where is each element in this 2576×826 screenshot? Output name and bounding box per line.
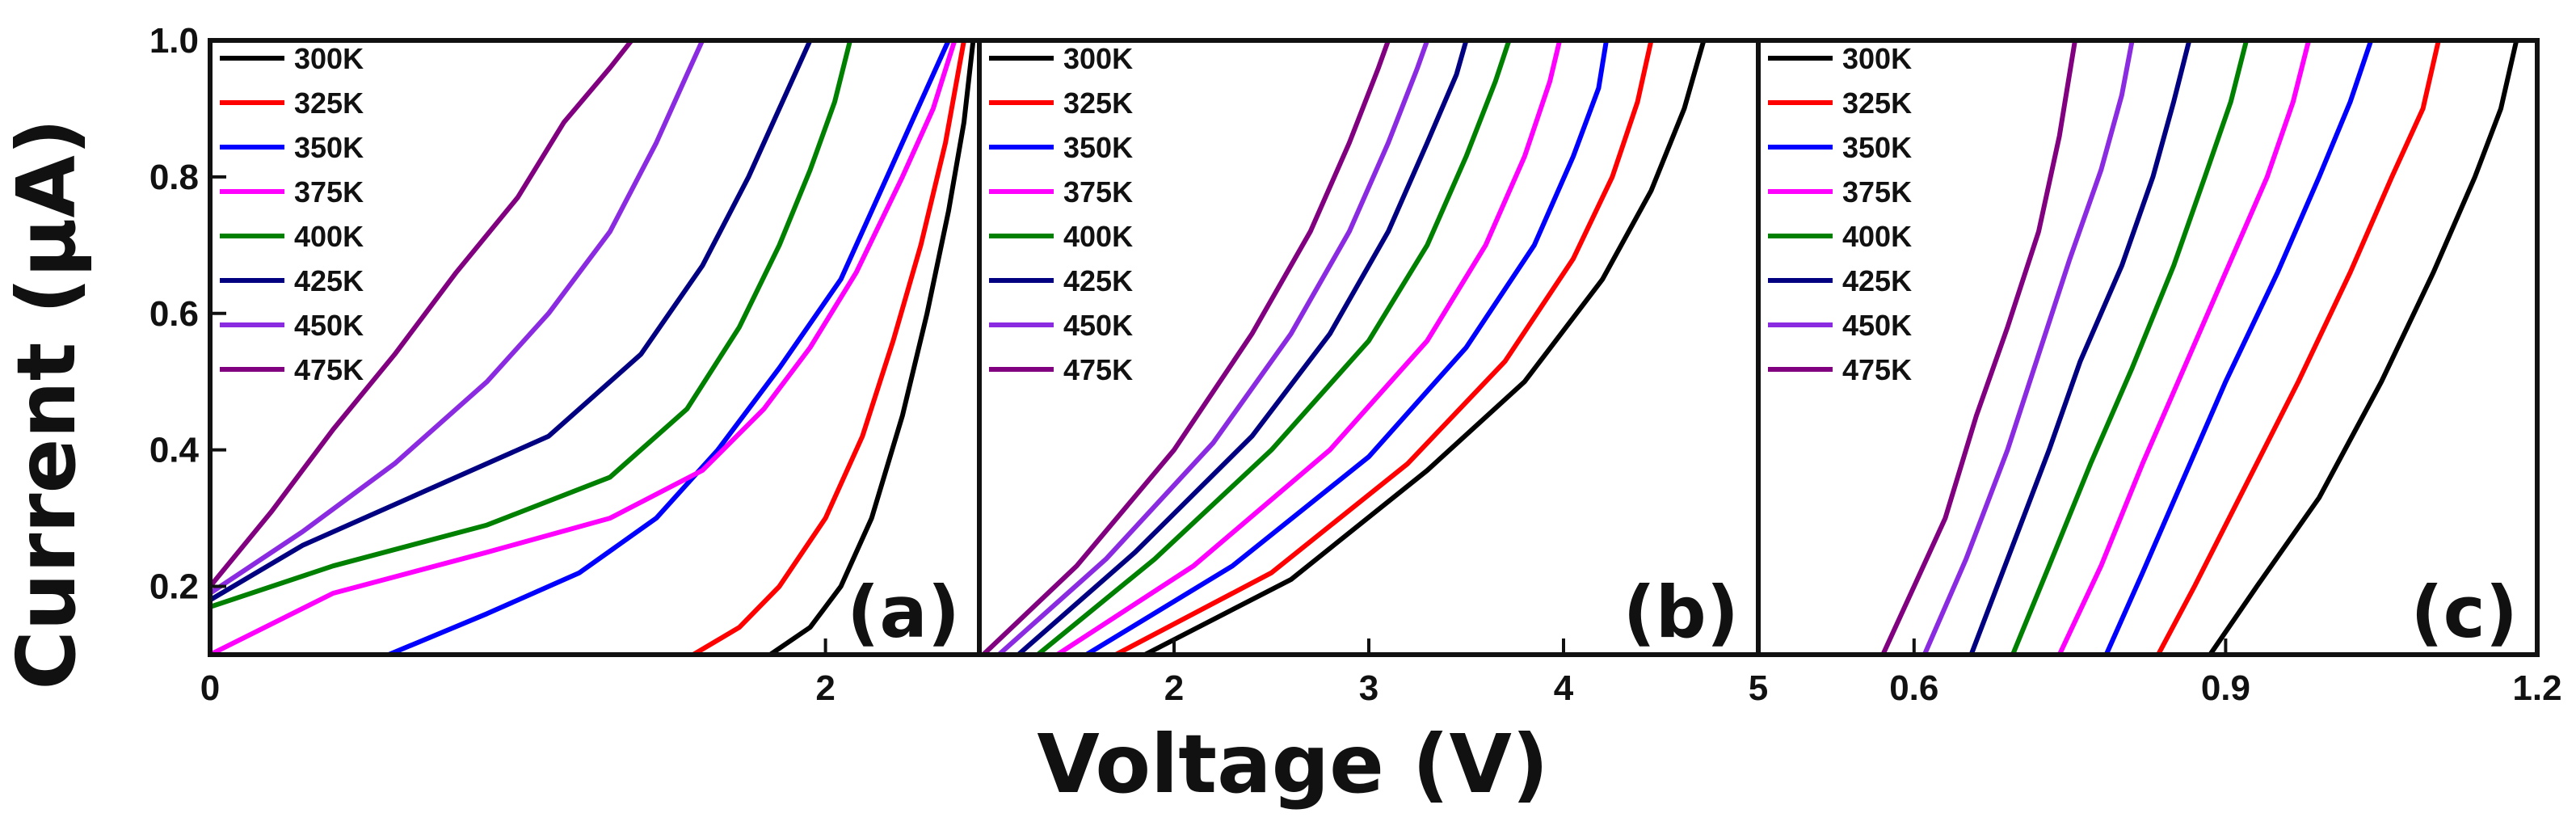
series-line-475K [980, 40, 1391, 655]
series-line-375K [210, 40, 958, 655]
series-line-350K [1084, 40, 1609, 655]
legend-label: 450K [1063, 309, 1133, 342]
y-tick-label: 0.4 [149, 431, 200, 470]
series-line-400K [210, 40, 853, 609]
x-tick-label: 5 [1749, 668, 1768, 708]
x-tick-label: 2 [1164, 668, 1184, 708]
panel-c: 0.6 0.9 1.2 300K 325K 350K 375K 400K 425K 450K 475… [1756, 38, 2562, 708]
y-tick-label: 1.0 [149, 21, 199, 61]
legend-label: 425K [294, 264, 364, 297]
series-line-400K [2010, 40, 2250, 655]
legend: 300K 325K 350K 375K 400K 425K 450K 475K [1768, 42, 1912, 386]
series-line-425K [1016, 40, 1469, 655]
series-line-325K [1113, 40, 1654, 655]
legend-label: 300K [1063, 42, 1133, 75]
series-line-350K [385, 40, 951, 655]
series-line-450K [1921, 40, 2135, 655]
panel-a: 0 2 0.2 0.4 0.6 0.8 1.0 300K 325K 350K 375K 400K 425… [149, 21, 982, 708]
series-line-325K [2155, 40, 2441, 655]
legend-label: 350K [1063, 131, 1133, 164]
y-tick-label: 0.8 [149, 158, 199, 197]
series-line-425K [1968, 40, 2192, 655]
legend-label: 425K [1063, 264, 1133, 297]
series-line-300K [768, 40, 976, 655]
x-tick-label: 0 [200, 668, 220, 708]
plot-area [1880, 40, 2519, 655]
legend-label: 400K [1063, 220, 1133, 253]
x-tick-label: 2 [815, 668, 835, 708]
series-line-375K [1054, 40, 1563, 655]
series-line-325K [690, 40, 966, 655]
legend-label: 400K [1842, 220, 1912, 253]
series-line-375K [2056, 40, 2312, 655]
legend-label: 375K [294, 175, 364, 209]
x-tick-label: 0.9 [2201, 668, 2250, 708]
y-tick-label: 0.6 [149, 294, 199, 334]
plot-area [210, 40, 976, 655]
legend-label: 450K [1842, 309, 1912, 342]
x-axis-title: Voltage (V) [1037, 717, 1548, 811]
series-line-300K [2208, 40, 2519, 655]
y-axis-title: Current (μA) [0, 118, 94, 689]
panel-label: (a) [847, 571, 960, 654]
legend-label: 325K [1842, 86, 1912, 120]
x-tick-label: 0.6 [1889, 668, 1938, 708]
legend-label: 425K [1842, 264, 1912, 297]
legend-label: 300K [1842, 42, 1912, 75]
plot-frame [1756, 38, 2540, 657]
legend-label: 400K [294, 220, 364, 253]
x-tick-label: 1.2 [2512, 668, 2561, 708]
x-tick-label: 4 [1554, 668, 1574, 708]
plot-area [980, 40, 1707, 655]
series-line-400K [1035, 40, 1512, 655]
series-line-475K [210, 40, 634, 589]
legend: 300K 325K 350K 375K 400K 425K 450K 475K [989, 42, 1133, 386]
legend-label: 325K [294, 86, 364, 120]
y-tick-label: 0.2 [149, 567, 199, 607]
legend-label: 375K [1842, 175, 1912, 209]
legend: 300K 325K 350K 375K 400K 425K 450K 475K [220, 42, 364, 386]
legend-label: 475K [294, 353, 364, 386]
panel-label: (b) [1623, 571, 1739, 654]
legend-label: 475K [1842, 353, 1912, 386]
legend-label: 325K [1063, 86, 1133, 120]
series-line-450K [996, 40, 1430, 655]
legend-label: 350K [294, 131, 364, 164]
panel-b: 2 3 4 5 300K 325K 350K 375K 400K 425K 450K 475K (b) [977, 38, 1768, 708]
x-tick-label: 3 [1359, 668, 1378, 708]
legend-label: 375K [1063, 175, 1133, 209]
series-line-300K [1142, 40, 1707, 655]
legend-label: 450K [294, 309, 364, 342]
series-line-475K [1880, 40, 2077, 655]
panel-label: (c) [2410, 571, 2518, 654]
series-line-450K [210, 40, 705, 596]
series-line-350K [2103, 40, 2374, 655]
series-line-425K [210, 40, 813, 603]
legend-label: 350K [1842, 131, 1912, 164]
legend-label: 475K [1063, 353, 1133, 386]
legend-label: 300K [294, 42, 364, 75]
